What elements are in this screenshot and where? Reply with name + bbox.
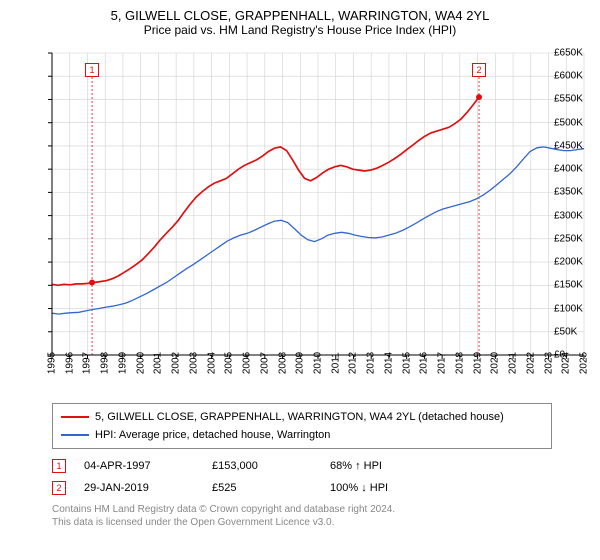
annotation-price: £525 [212, 482, 312, 494]
y-tick-label: £500K [554, 117, 592, 128]
annotation-pct: 68% ↑ HPI [330, 460, 382, 472]
legend-swatch [61, 416, 89, 418]
x-tick-label: 2010 [313, 352, 324, 374]
annotation-detail-row: 2 29-JAN-2019 £525 100% ↓ HPI [52, 477, 592, 499]
x-tick-label: 2000 [135, 352, 146, 374]
annotation-pct: 100% ↓ HPI [330, 482, 388, 494]
line-chart-svg [8, 45, 592, 395]
annotation-detail-row: 1 04-APR-1997 £153,000 68% ↑ HPI [52, 455, 592, 477]
chart-area: £0£50K£100K£150K£200K£250K£300K£350K£400… [8, 45, 592, 395]
legend: 5, GILWELL CLOSE, GRAPPENHALL, WARRINGTO… [52, 403, 552, 449]
x-tick-label: 2021 [508, 352, 519, 374]
x-tick-label: 2005 [224, 352, 235, 374]
annotation-marker-small: 1 [52, 459, 66, 473]
x-tick-label: 1998 [100, 352, 111, 374]
annotation-marker: 2 [472, 63, 486, 77]
chart-title-address: 5, GILWELL CLOSE, GRAPPENHALL, WARRINGTO… [8, 8, 592, 23]
x-tick-label: 2015 [401, 352, 412, 374]
y-tick-label: £250K [554, 233, 592, 244]
x-tick-label: 2018 [454, 352, 465, 374]
y-tick-label: £300K [554, 210, 592, 221]
chart-subtitle: Price paid vs. HM Land Registry's House … [8, 23, 592, 37]
y-tick-label: £100K [554, 303, 592, 314]
y-tick-label: £600K [554, 71, 592, 82]
x-tick-label: 2016 [419, 352, 430, 374]
annotation-rows: 1 04-APR-1997 £153,000 68% ↑ HPI 2 29-JAN-201… [8, 455, 592, 499]
annotation-date: 29-JAN-2019 [84, 482, 194, 494]
legend-label: HPI: Average price, detached house, Warr… [95, 429, 330, 441]
annotation-price: £153,000 [212, 460, 312, 472]
y-tick-label: £400K [554, 164, 592, 175]
legend-item: HPI: Average price, detached house, Warr… [61, 426, 543, 444]
x-tick-label: 2012 [348, 352, 359, 374]
legend-label: 5, GILWELL CLOSE, GRAPPENHALL, WARRINGTO… [95, 411, 504, 423]
x-tick-label: 2011 [330, 352, 341, 374]
x-tick-label: 2003 [188, 352, 199, 374]
x-tick-label: 1996 [64, 352, 75, 374]
x-tick-label: 2004 [206, 352, 217, 374]
x-tick-label: 2006 [242, 352, 253, 374]
annotation-marker-small: 2 [52, 481, 66, 495]
x-tick-label: 2014 [383, 352, 394, 374]
x-tick-label: 2009 [295, 352, 306, 374]
footer-attribution: Contains HM Land Registry data © Crown c… [52, 503, 592, 529]
x-tick-label: 2002 [171, 352, 182, 374]
x-tick-label: 2024 [561, 352, 572, 374]
x-tick-label: 2022 [525, 352, 536, 374]
x-tick-label: 2001 [153, 352, 164, 374]
y-tick-label: £200K [554, 257, 592, 268]
annotation-date: 04-APR-1997 [84, 460, 194, 472]
y-tick-label: £450K [554, 140, 592, 151]
x-tick-label: 2007 [259, 352, 270, 374]
x-tick-label: 2013 [366, 352, 377, 374]
legend-item: 5, GILWELL CLOSE, GRAPPENHALL, WARRINGTO… [61, 408, 543, 426]
x-tick-label: 2008 [277, 352, 288, 374]
annotation-marker: 1 [85, 63, 99, 77]
y-tick-label: £150K [554, 280, 592, 291]
x-tick-label: 1997 [82, 352, 93, 374]
x-tick-label: 2023 [543, 352, 554, 374]
x-tick-label: 1995 [47, 352, 58, 374]
x-tick-label: 2017 [437, 352, 448, 374]
x-tick-label: 2020 [490, 352, 501, 374]
y-tick-label: £650K [554, 48, 592, 59]
y-tick-label: £350K [554, 187, 592, 198]
legend-swatch [61, 434, 89, 436]
x-tick-label: 2025 [579, 352, 590, 374]
x-tick-label: 2019 [472, 352, 483, 374]
y-tick-label: £550K [554, 94, 592, 105]
x-tick-label: 1999 [117, 352, 128, 374]
y-tick-label: £50K [554, 326, 592, 337]
